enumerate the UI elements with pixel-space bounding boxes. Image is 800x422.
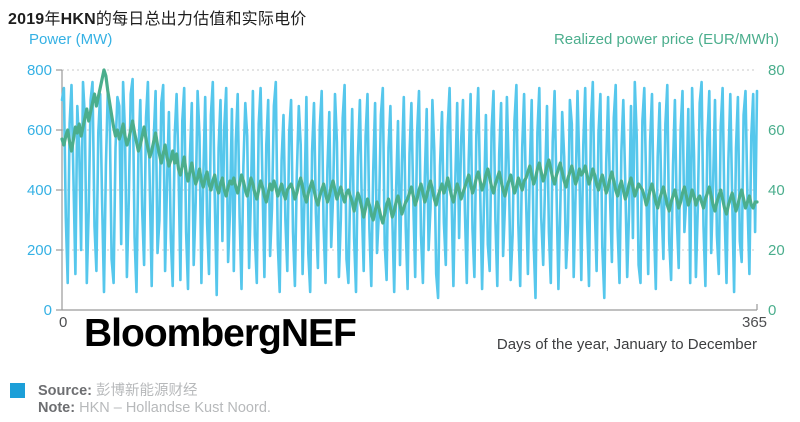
left-axis-tick-label: 800	[27, 62, 52, 79]
left-axis-tick-label: 400	[27, 182, 52, 199]
left-axis-tick-label: 600	[27, 122, 52, 139]
right-axis-tick-label: 0	[768, 302, 776, 319]
note-label: Note:	[38, 400, 76, 416]
left-axis-tick-label: 200	[27, 242, 52, 259]
right-axis-tick-label: 80	[768, 62, 785, 79]
chart-title-project: HKN	[60, 11, 96, 28]
chart-title-connector: 年	[44, 11, 61, 28]
bloombergnef-watermark: BloombergNEF	[84, 312, 357, 355]
left-axis-label: Power (MW)	[29, 31, 113, 48]
power-series-line	[60, 77, 759, 300]
right-axis-tick-label: 60	[768, 122, 785, 139]
right-axis-tick-label: 40	[768, 182, 785, 199]
right-axis-tick-label: 20	[768, 242, 785, 259]
note-value: HKN – Hollandse Kust Noord.	[79, 400, 271, 416]
x-axis-tick-min: 0	[59, 314, 68, 331]
chart-title-year: 2019	[8, 11, 45, 28]
chart-title: 2019年HKN的每日总出力估值和实际电价	[8, 5, 306, 29]
price-series-line	[60, 68, 759, 225]
source-line: Source: 彭博新能源财经	[38, 379, 198, 400]
left-axis-tick-label: 0	[44, 302, 52, 319]
source-value: 彭博新能源财经	[96, 383, 198, 399]
x-axis-title: Days of the year, January to December	[496, 336, 757, 353]
note-line: Note: HKN – Hollandse Kust Noord.	[38, 400, 271, 416]
x-axis-tick-max: 365	[742, 314, 768, 331]
chart-title-rest: 的每日总出力估值和实际电价	[95, 11, 307, 28]
source-square-icon	[10, 383, 25, 398]
source-label: Source:	[38, 383, 92, 399]
right-axis-label: Realized power price (EUR/MWh)	[553, 31, 779, 48]
